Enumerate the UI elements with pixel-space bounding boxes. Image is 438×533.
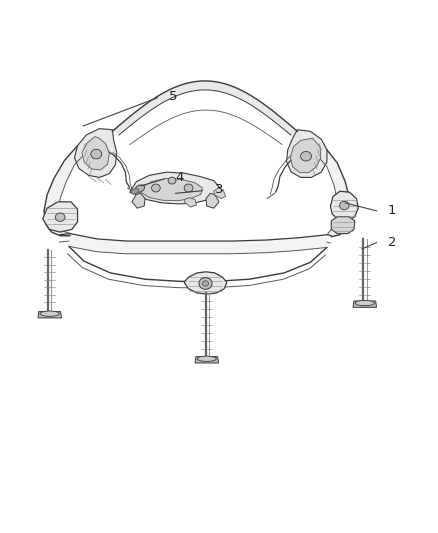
Polygon shape [214, 188, 226, 199]
Ellipse shape [91, 149, 102, 159]
Polygon shape [330, 191, 358, 221]
Ellipse shape [152, 184, 160, 192]
Polygon shape [353, 301, 377, 308]
Text: 3: 3 [215, 183, 223, 196]
Polygon shape [206, 193, 219, 208]
Polygon shape [74, 128, 117, 177]
Ellipse shape [202, 281, 208, 286]
Ellipse shape [355, 301, 374, 306]
Text: 1: 1 [388, 204, 396, 217]
Polygon shape [195, 357, 219, 363]
Ellipse shape [197, 356, 216, 361]
Text: 5: 5 [169, 90, 177, 103]
Ellipse shape [300, 151, 311, 161]
Polygon shape [317, 150, 350, 237]
Ellipse shape [168, 177, 176, 184]
Ellipse shape [55, 213, 65, 221]
Ellipse shape [199, 278, 212, 289]
Polygon shape [44, 146, 88, 236]
Polygon shape [141, 179, 202, 201]
Text: 2: 2 [388, 236, 396, 249]
Polygon shape [290, 138, 321, 173]
Ellipse shape [339, 201, 349, 210]
Polygon shape [69, 233, 328, 254]
Ellipse shape [135, 185, 145, 192]
Polygon shape [184, 198, 196, 207]
Polygon shape [38, 312, 61, 318]
Polygon shape [113, 81, 297, 135]
Polygon shape [331, 216, 355, 233]
Ellipse shape [40, 311, 59, 317]
Polygon shape [82, 136, 110, 170]
Polygon shape [132, 193, 145, 208]
Polygon shape [130, 172, 219, 204]
Polygon shape [43, 202, 78, 232]
Polygon shape [286, 130, 327, 177]
Ellipse shape [131, 188, 139, 194]
Text: 4: 4 [176, 171, 184, 184]
Ellipse shape [184, 184, 193, 192]
Polygon shape [184, 272, 227, 294]
